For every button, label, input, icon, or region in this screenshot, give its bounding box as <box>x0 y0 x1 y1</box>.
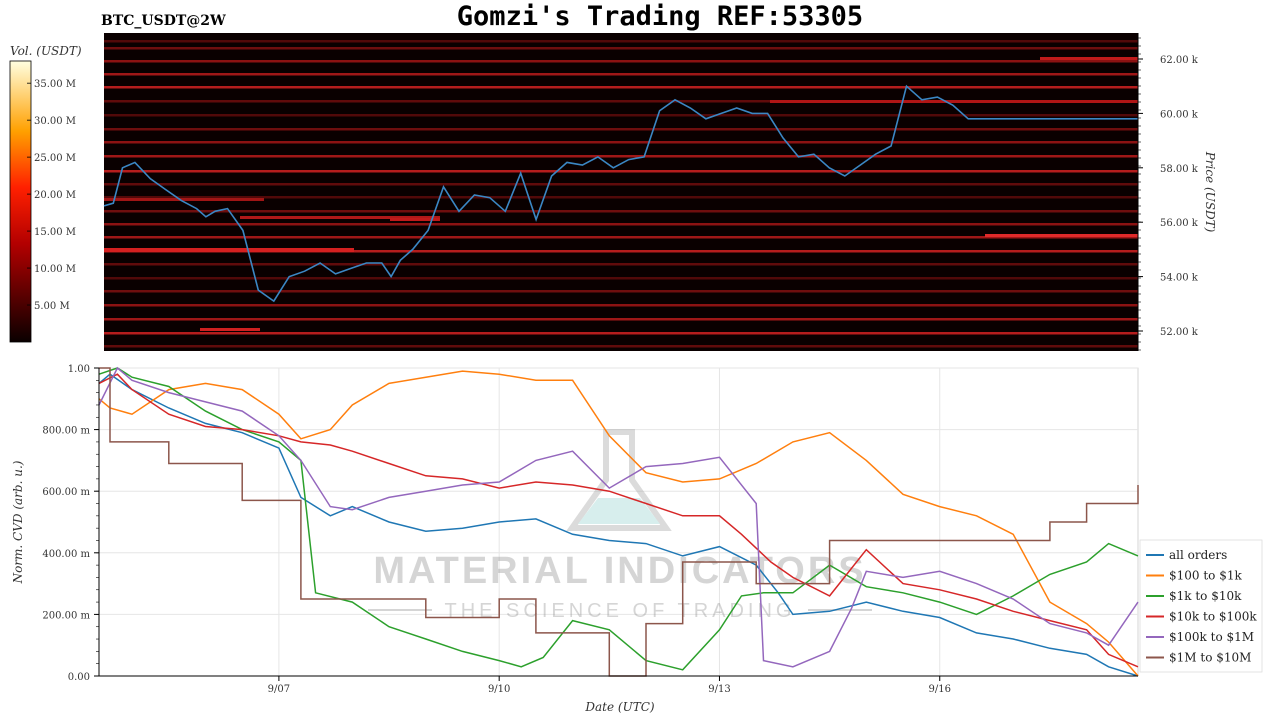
cvd-series-line-2 <box>98 367 1139 671</box>
heatmap-band <box>104 73 1138 76</box>
heatmap-band <box>104 210 1138 213</box>
heatmap-band <box>104 128 1138 131</box>
heatmap-background <box>104 33 1138 351</box>
heatmap-band <box>104 141 1138 144</box>
cvd-x-tick-label: 9/10 <box>488 684 510 695</box>
chart-title: Gomzi's Trading REF:53305 <box>457 1 863 32</box>
cvd-series-line-1 <box>98 370 1139 677</box>
heatmap-band <box>104 318 1138 321</box>
price-tick-label: 60.00 k <box>1160 109 1199 120</box>
legend-box <box>1139 539 1263 673</box>
legend-label: $1M to $10M <box>1169 651 1251 665</box>
cvd-y-tick-label: 600.00 m <box>42 487 90 498</box>
cvd-x-tick-label: 9/16 <box>929 684 951 695</box>
heatmap-band <box>104 183 1138 186</box>
price-tick-label: 58.00 k <box>1160 164 1199 175</box>
cvd-x-axis-label: Date (UTC) <box>584 700 654 714</box>
colorbar-tick-label: 25.00 M <box>34 153 76 164</box>
cvd-series-line-4 <box>98 366 1139 668</box>
colorbar-tick-label: 10.00 M <box>34 264 76 275</box>
heatmap-band <box>104 47 1138 50</box>
heatmap-band-strong <box>240 216 440 219</box>
cvd-y-axis-label: Norm. CVD (arb. u.) <box>11 460 25 584</box>
cvd-plot-area <box>98 367 1139 677</box>
heatmap-band-strong <box>104 198 264 201</box>
cvd-series-line-0 <box>98 373 1139 677</box>
heatmap-band <box>104 170 1138 173</box>
cvd-x-tick-label: 9/07 <box>268 684 290 695</box>
heatmap-band <box>104 263 1138 266</box>
legend-label: $10k to $100k <box>1169 610 1257 624</box>
colorbar-tick-label: 15.00 M <box>34 227 76 238</box>
heatmap-band <box>104 250 1138 253</box>
price-tick-label: 54.00 k <box>1160 273 1199 284</box>
heatmap-band <box>104 332 1138 335</box>
heatmap-band <box>104 196 1138 199</box>
heatmap-band-strong <box>104 248 354 252</box>
colorbar <box>9 60 32 343</box>
heatmap-band <box>104 114 1138 117</box>
cvd-y-tick-label: 200.00 m <box>42 610 90 621</box>
heatmap-band-strong <box>770 100 1138 103</box>
flask-icon <box>566 429 672 531</box>
price-axis-label: Price (USDT) <box>1203 151 1217 233</box>
cvd-x-tick-label: 9/13 <box>708 684 730 695</box>
watermark: MATERIAL INDICATORS THE SCIENCE OF TRADI… <box>368 429 872 622</box>
price-tick-label: 52.00 k <box>1160 327 1199 338</box>
legend-label: all orders <box>1169 548 1227 562</box>
flask-liquid-icon <box>578 498 660 524</box>
heatmap-band <box>104 223 1138 226</box>
cvd-y-tick-label: 0.00 <box>68 672 90 683</box>
colorbar-tick-label: 30.00 M <box>34 116 76 127</box>
colorbar-tick-label: 5.00 M <box>34 301 70 312</box>
heatmap-band-strong <box>200 328 260 331</box>
price-tick-label: 56.00 k <box>1160 218 1199 229</box>
heatmap-band <box>104 236 1138 239</box>
cvd-y-tick-label: 1.00 <box>68 364 90 375</box>
cvd-series-line-3 <box>98 373 1139 668</box>
colorbar-label: Vol. (USDT) <box>10 44 82 58</box>
watermark-tagline: THE SCIENCE OF TRADING <box>445 600 796 622</box>
heatmap-band-strong <box>1040 57 1138 60</box>
colorbar-tick-label: 35.00 M <box>34 79 76 90</box>
heatmap-band-strong <box>985 234 1138 237</box>
heatmap-band <box>104 345 1138 348</box>
price-tick-label: 62.00 k <box>1160 55 1199 66</box>
heatmap-band <box>104 100 1138 103</box>
heatmap-band <box>104 155 1138 158</box>
heatmap-band <box>104 86 1138 89</box>
heatmap-band <box>104 40 1138 43</box>
heatmap-band <box>104 277 1138 280</box>
legend-label: $1k to $10k <box>1169 589 1242 603</box>
cvd-y-tick-label: 800.00 m <box>42 426 90 437</box>
legend-label: $100k to $1M <box>1169 630 1254 644</box>
price-line <box>103 84 1138 303</box>
watermark-brand: MATERIAL INDICATORS <box>373 550 866 592</box>
cvd-y-tick-label: 400.00 m <box>42 549 90 560</box>
heatmap-band <box>104 304 1138 307</box>
cvd-series-line-5 <box>99 367 1139 677</box>
legend-label: $100 to $1k <box>1169 569 1242 583</box>
heatmap-band <box>104 290 1138 293</box>
symbol-label: BTC_USDT@2W <box>101 13 226 29</box>
colorbar-tick-label: 20.00 M <box>34 190 76 201</box>
heatmap-band <box>104 60 1138 63</box>
heatmap-band-strong <box>390 218 440 221</box>
